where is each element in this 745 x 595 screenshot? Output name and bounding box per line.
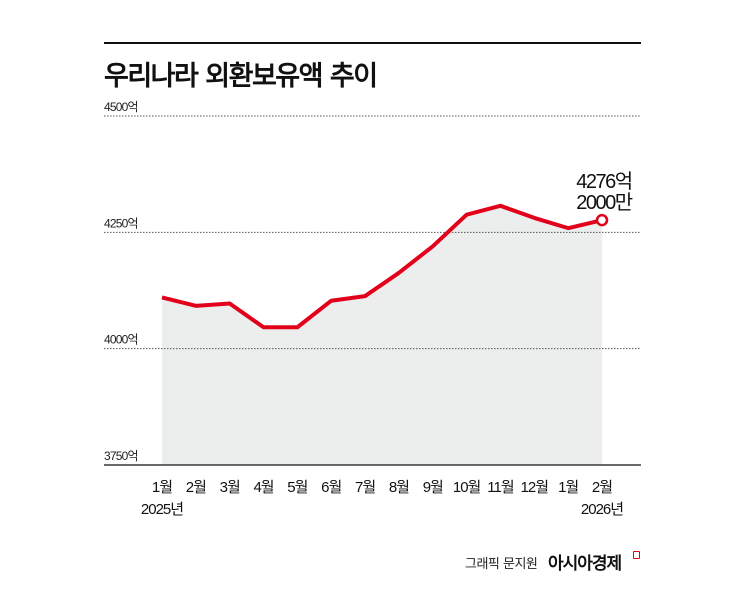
x-tick-label: 3월 bbox=[220, 479, 240, 496]
x-tick-label: 8월 bbox=[389, 479, 409, 496]
chart-title: 우리나라 외환보유액 추이 bbox=[104, 61, 378, 92]
year-label: 2025년 bbox=[141, 501, 183, 518]
x-tick-label: 11월 bbox=[487, 479, 514, 496]
x-tick-label: 2월 bbox=[186, 479, 206, 496]
value-annotation: 2000만 bbox=[576, 191, 632, 214]
x-tick-label: 1월 bbox=[558, 479, 578, 496]
last-point-marker bbox=[595, 213, 609, 227]
value-annotation: 4276억 bbox=[576, 170, 631, 193]
x-tick-label: 7월 bbox=[355, 479, 375, 496]
brand-mark-icon bbox=[633, 551, 640, 559]
x-tick-label: 4월 bbox=[253, 479, 273, 496]
x-tick-label: 1월 bbox=[152, 479, 172, 496]
year-label: 2026년 bbox=[581, 501, 623, 518]
graphic-credit: 그래픽 문지원 bbox=[465, 557, 538, 572]
brand-logo: 아시아경제 bbox=[548, 554, 622, 574]
x-tick-label: 2월 bbox=[592, 479, 612, 496]
title-rule bbox=[104, 42, 641, 44]
y-tick-label: 4250억 bbox=[104, 216, 138, 230]
x-tick-label: 6월 bbox=[321, 479, 341, 496]
area-fill bbox=[162, 205, 602, 465]
y-tick-label: 3750억 bbox=[104, 449, 138, 463]
x-tick-label: 12월 bbox=[521, 479, 549, 496]
series-line bbox=[161, 203, 603, 330]
y-tick-label: 4500억 bbox=[104, 100, 138, 114]
y-tick-label: 4000억 bbox=[104, 333, 138, 347]
x-tick-label: 5월 bbox=[287, 479, 307, 496]
x-tick-label: 10월 bbox=[453, 479, 481, 496]
x-tick-label: 9월 bbox=[423, 479, 443, 496]
